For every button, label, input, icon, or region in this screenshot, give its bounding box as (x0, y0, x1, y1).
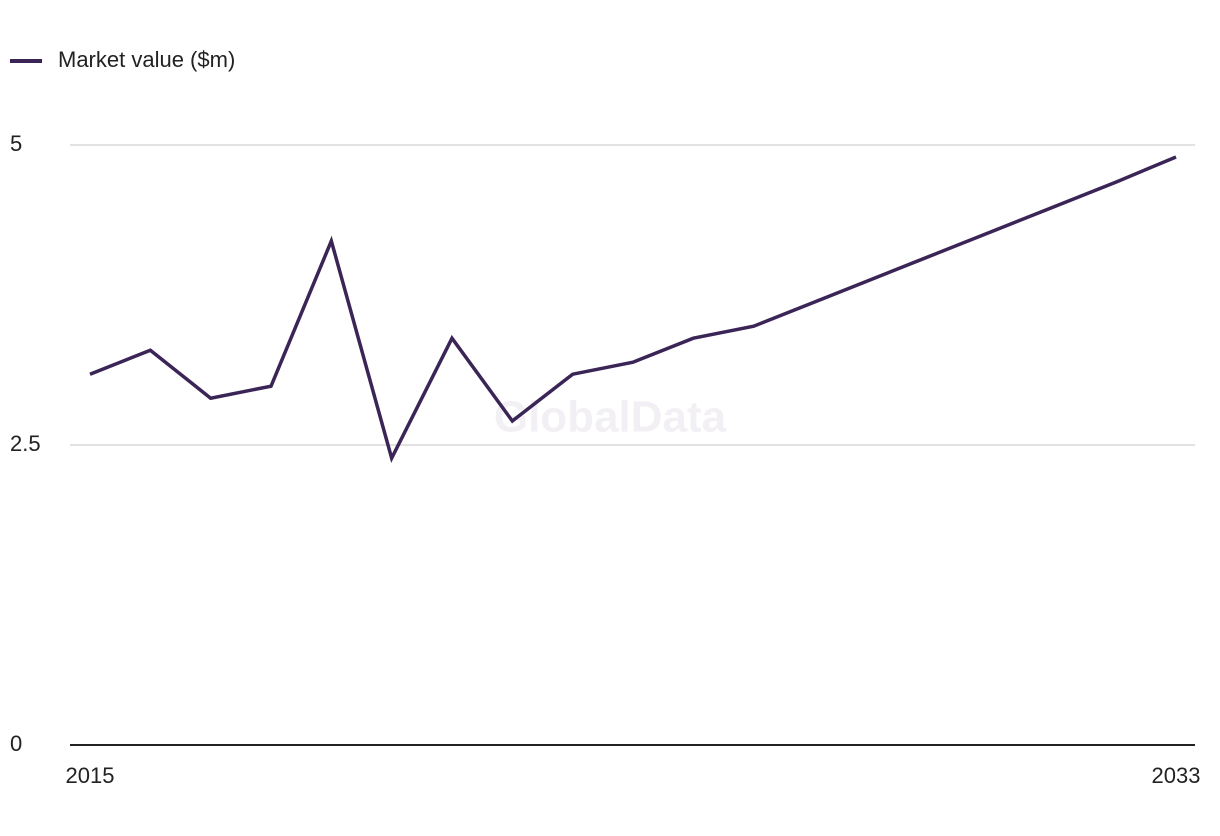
x-tick-label: 2015 (66, 763, 115, 788)
data-line (89, 155, 1177, 464)
y-tick-label: 0 (10, 731, 22, 756)
y-tick-label: 2.5 (10, 431, 41, 456)
x-tick-label: 2033 (1152, 763, 1201, 788)
watermark: GlobalData (494, 393, 727, 442)
y-tick-label: 5 (10, 131, 22, 156)
legend-label: Market value ($m) (58, 47, 235, 72)
